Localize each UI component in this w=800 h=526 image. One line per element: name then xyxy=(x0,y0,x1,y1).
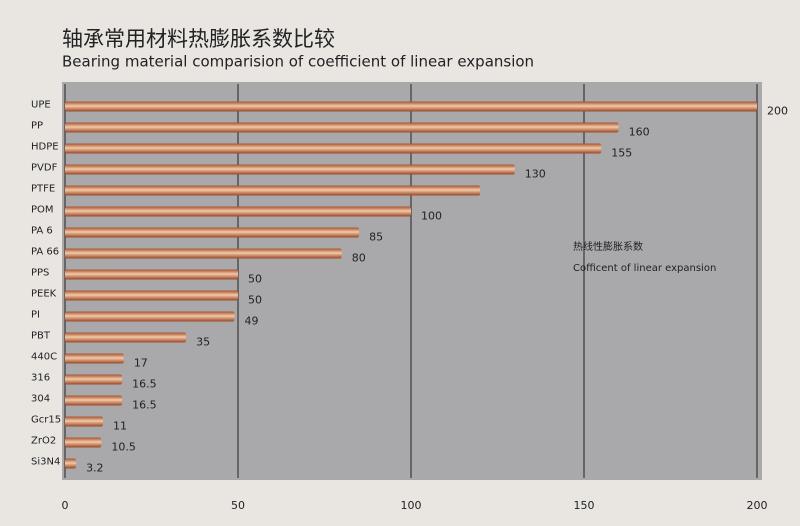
value-label: 16.5 xyxy=(132,399,157,412)
bar xyxy=(65,269,238,280)
value-label: 130 xyxy=(525,168,546,181)
annotation: 热线性膨胀系数 xyxy=(573,240,643,253)
y-tick-label: PTFE xyxy=(31,184,55,195)
y-tick-label: Gcr15 xyxy=(31,415,61,426)
value-label: 80 xyxy=(352,252,366,265)
value-label: 17 xyxy=(134,357,148,370)
value-label: 16.5 xyxy=(132,378,157,391)
value-label: 3.2 xyxy=(86,462,104,475)
x-tick-label: 50 xyxy=(231,499,245,512)
bar xyxy=(65,353,124,364)
bar xyxy=(65,248,342,259)
y-tick-label: PEEK xyxy=(31,289,57,300)
value-label: 50 xyxy=(248,273,262,286)
bar xyxy=(65,227,360,238)
value-label: 11 xyxy=(113,420,127,433)
x-tick-label: 0 xyxy=(62,499,69,512)
y-tick-label: 440C xyxy=(31,352,57,363)
y-tick-label: PP xyxy=(31,121,43,132)
bar xyxy=(65,458,77,469)
bar xyxy=(65,332,187,343)
x-tick-label: 200 xyxy=(747,499,768,512)
bar xyxy=(65,416,104,427)
bar xyxy=(65,290,238,301)
bar xyxy=(65,185,481,196)
chart-subtitle: Bearing material comparision of coeffici… xyxy=(62,53,534,71)
value-label: 50 xyxy=(248,294,262,307)
y-tick-label: 304 xyxy=(31,394,50,405)
bar xyxy=(65,101,757,112)
x-tick-label: 150 xyxy=(574,499,595,512)
annotation: Cofficent of linear expansion xyxy=(573,263,716,274)
bar xyxy=(65,164,515,175)
value-label: 155 xyxy=(611,147,632,160)
y-tick-label: Si3N4 xyxy=(31,457,60,468)
bar xyxy=(65,374,123,385)
y-tick-label: UPE xyxy=(31,100,51,111)
y-tick-label: PVDF xyxy=(31,163,58,174)
x-tick-label: 100 xyxy=(401,499,422,512)
value-label: 35 xyxy=(196,336,210,349)
value-label: 49 xyxy=(245,315,259,328)
y-tick-label: PI xyxy=(31,310,40,321)
value-label: 10.5 xyxy=(111,441,136,454)
y-tick-label: PA 6 xyxy=(31,226,53,237)
y-tick-label: 316 xyxy=(31,373,50,384)
y-tick-label: PBT xyxy=(31,331,51,342)
value-label: 85 xyxy=(369,231,383,244)
value-label: 160 xyxy=(629,126,650,139)
value-label: 100 xyxy=(421,210,442,223)
bar xyxy=(65,143,602,154)
bar xyxy=(65,122,619,133)
y-tick-label: HDPE xyxy=(31,142,59,153)
bar xyxy=(65,395,123,406)
value-label: 200 xyxy=(767,105,788,118)
chart-title: 轴承常用材料热膨胀系数比较 xyxy=(62,27,335,51)
plot-area xyxy=(62,82,762,480)
y-tick-label: POM xyxy=(31,205,54,216)
bar xyxy=(65,437,102,448)
y-tick-label: PPS xyxy=(31,268,49,279)
bar xyxy=(65,206,411,217)
bar xyxy=(65,311,235,322)
y-tick-label: PA 66 xyxy=(31,247,59,258)
y-tick-label: ZrO2 xyxy=(31,436,56,447)
